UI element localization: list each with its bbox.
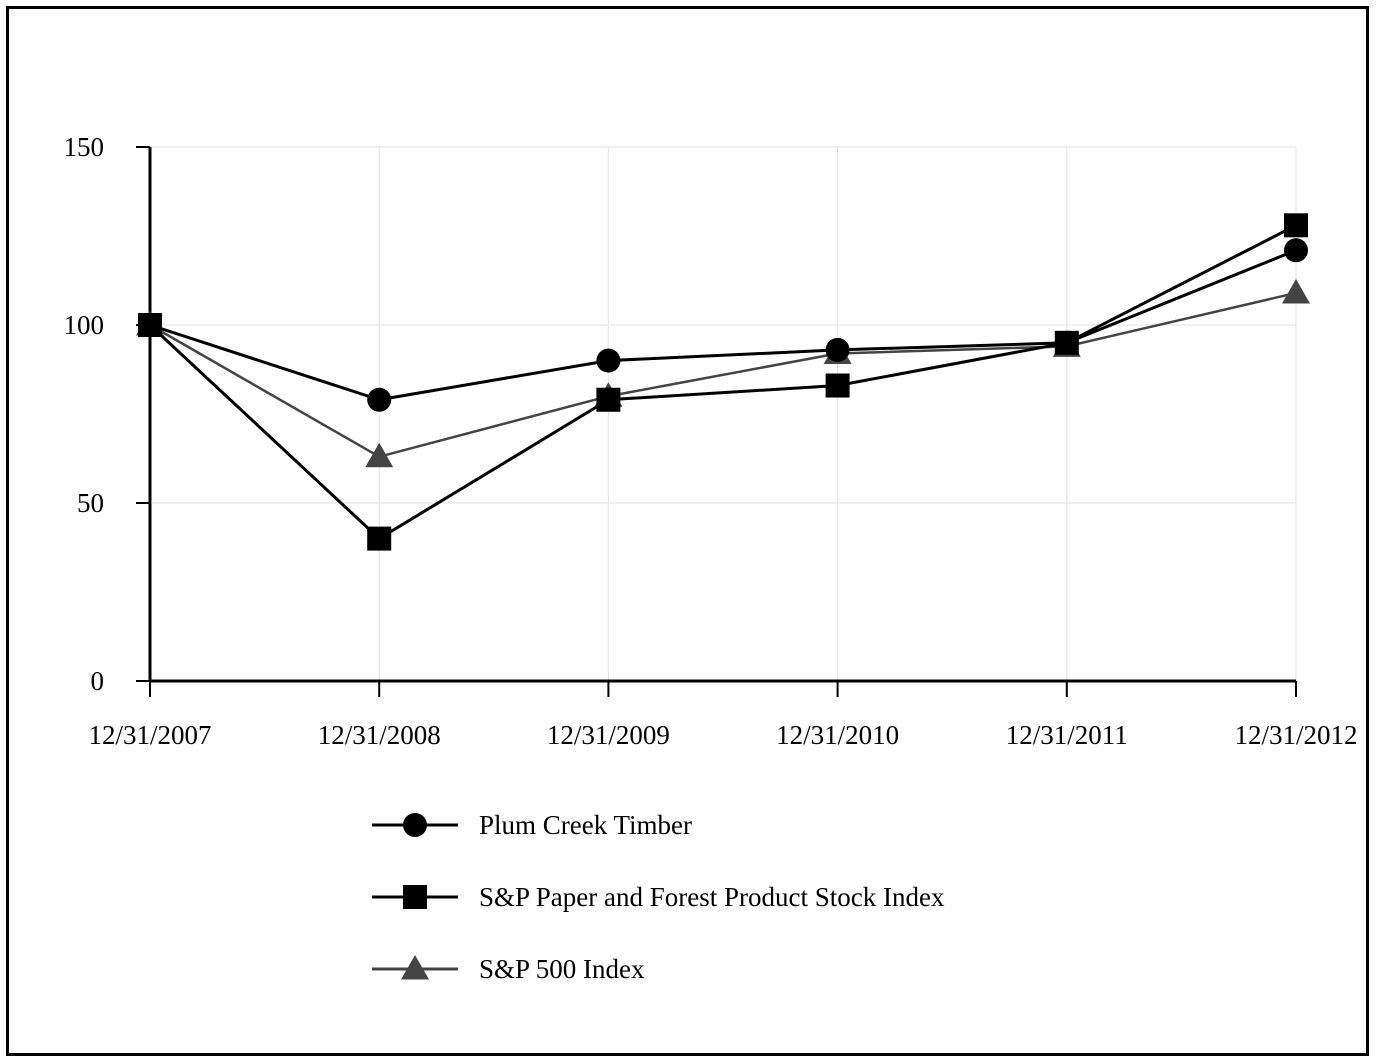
x-tick-label: 12/31/2007 [88, 720, 211, 750]
x-tick-label: 12/31/2008 [318, 720, 441, 750]
series-markers [136, 213, 1310, 551]
circle-marker [367, 387, 392, 412]
square-marker [138, 313, 162, 337]
triangle-marker [1282, 278, 1310, 304]
series-line-square [148, 223, 1297, 541]
square-marker [596, 387, 621, 412]
square-marker [403, 885, 427, 909]
x-tick-label: 12/31/2009 [547, 720, 670, 750]
triangle-marker [365, 442, 394, 468]
series-lines [148, 223, 1297, 541]
x-tick-label: 12/31/2012 [1234, 720, 1357, 750]
gridlines [150, 146, 1297, 681]
square-marker [1284, 213, 1308, 238]
y-tick-label: 100 [64, 310, 105, 340]
circle-marker [596, 348, 621, 373]
x-tick-label: 12/31/2010 [776, 720, 899, 750]
y-axis-ticks: 0 50 100 150 [64, 132, 150, 696]
x-tick-label: 12/31/2011 [1006, 720, 1128, 750]
axes [148, 147, 1296, 683]
square-marker [1054, 330, 1079, 355]
chart-frame [6, 6, 1369, 1056]
series-line-circle [149, 248, 1297, 402]
circle-marker [1284, 238, 1308, 263]
legend-label: S&P 500 Index [479, 954, 645, 984]
legend-label: Plum Creek Timber [479, 810, 692, 840]
circle-marker [825, 337, 850, 362]
square-marker [825, 373, 850, 398]
legend: Plum Creek Timber S&P Paper and Forest Pr… [372, 810, 945, 984]
y-tick-label: 150 [64, 132, 105, 162]
triangle-marker [401, 955, 429, 980]
square-marker [367, 526, 392, 551]
y-tick-label: 50 [77, 488, 104, 518]
series-line-triangle [149, 291, 1297, 459]
y-tick-label: 0 [91, 666, 105, 696]
circle-marker [403, 813, 427, 837]
x-axis-ticks: 12/31/2007 12/31/2008 12/31/2009 12/31/2010… [88, 681, 1358, 750]
legend-label: S&P Paper and Forest Product Stock Index [479, 882, 945, 912]
